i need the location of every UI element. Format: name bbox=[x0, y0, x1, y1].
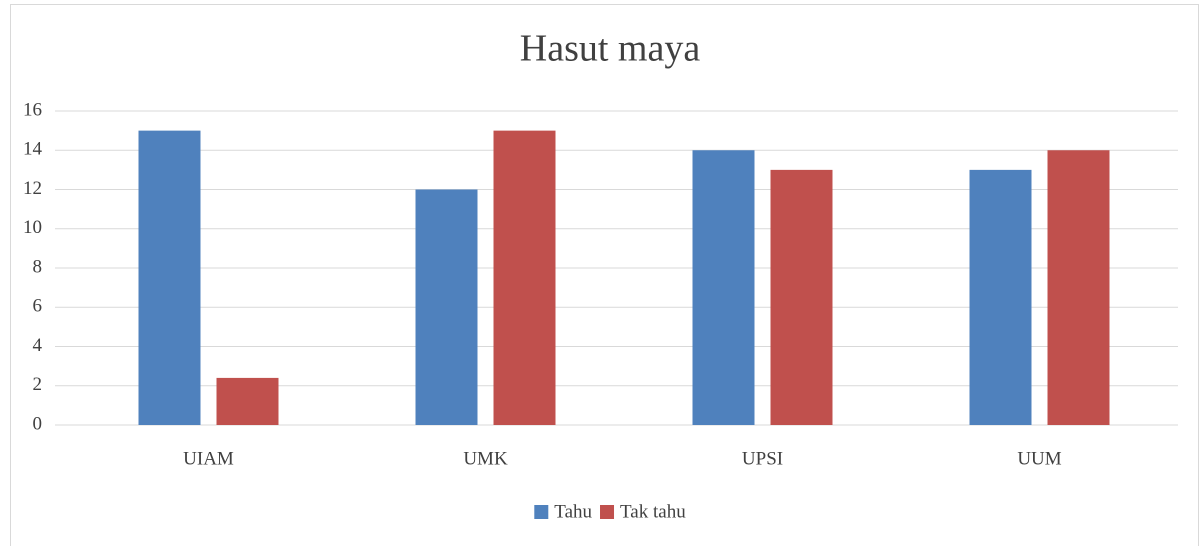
bar bbox=[138, 130, 201, 425]
legend-swatch bbox=[600, 505, 615, 519]
y-tick-label: 12 bbox=[23, 178, 42, 199]
bar bbox=[770, 169, 833, 425]
x-tick-label: UIAM bbox=[183, 448, 234, 469]
x-tick-label: UUM bbox=[1017, 448, 1061, 469]
bar bbox=[1047, 150, 1110, 425]
legend-label: Tak tahu bbox=[620, 501, 686, 522]
bar bbox=[493, 130, 556, 425]
chart-title: Hasut maya bbox=[520, 28, 701, 70]
x-tick-label: UMK bbox=[463, 448, 508, 469]
y-tick-label: 2 bbox=[33, 374, 43, 395]
bar bbox=[415, 189, 478, 425]
x-tick-label: UPSI bbox=[742, 448, 783, 469]
legend-swatch bbox=[534, 505, 549, 519]
y-tick-label: 4 bbox=[33, 335, 43, 356]
y-tick-label: 14 bbox=[23, 139, 43, 160]
y-tick-label: 6 bbox=[33, 296, 43, 317]
legend-label: Tahu bbox=[554, 501, 592, 522]
y-tick-label: 16 bbox=[23, 99, 42, 120]
bar bbox=[692, 150, 755, 425]
bar bbox=[216, 377, 279, 425]
bar bbox=[969, 169, 1032, 425]
y-tick-label: 8 bbox=[33, 256, 43, 277]
y-tick-label: 10 bbox=[23, 217, 42, 238]
y-tick-label: 0 bbox=[33, 413, 43, 434]
